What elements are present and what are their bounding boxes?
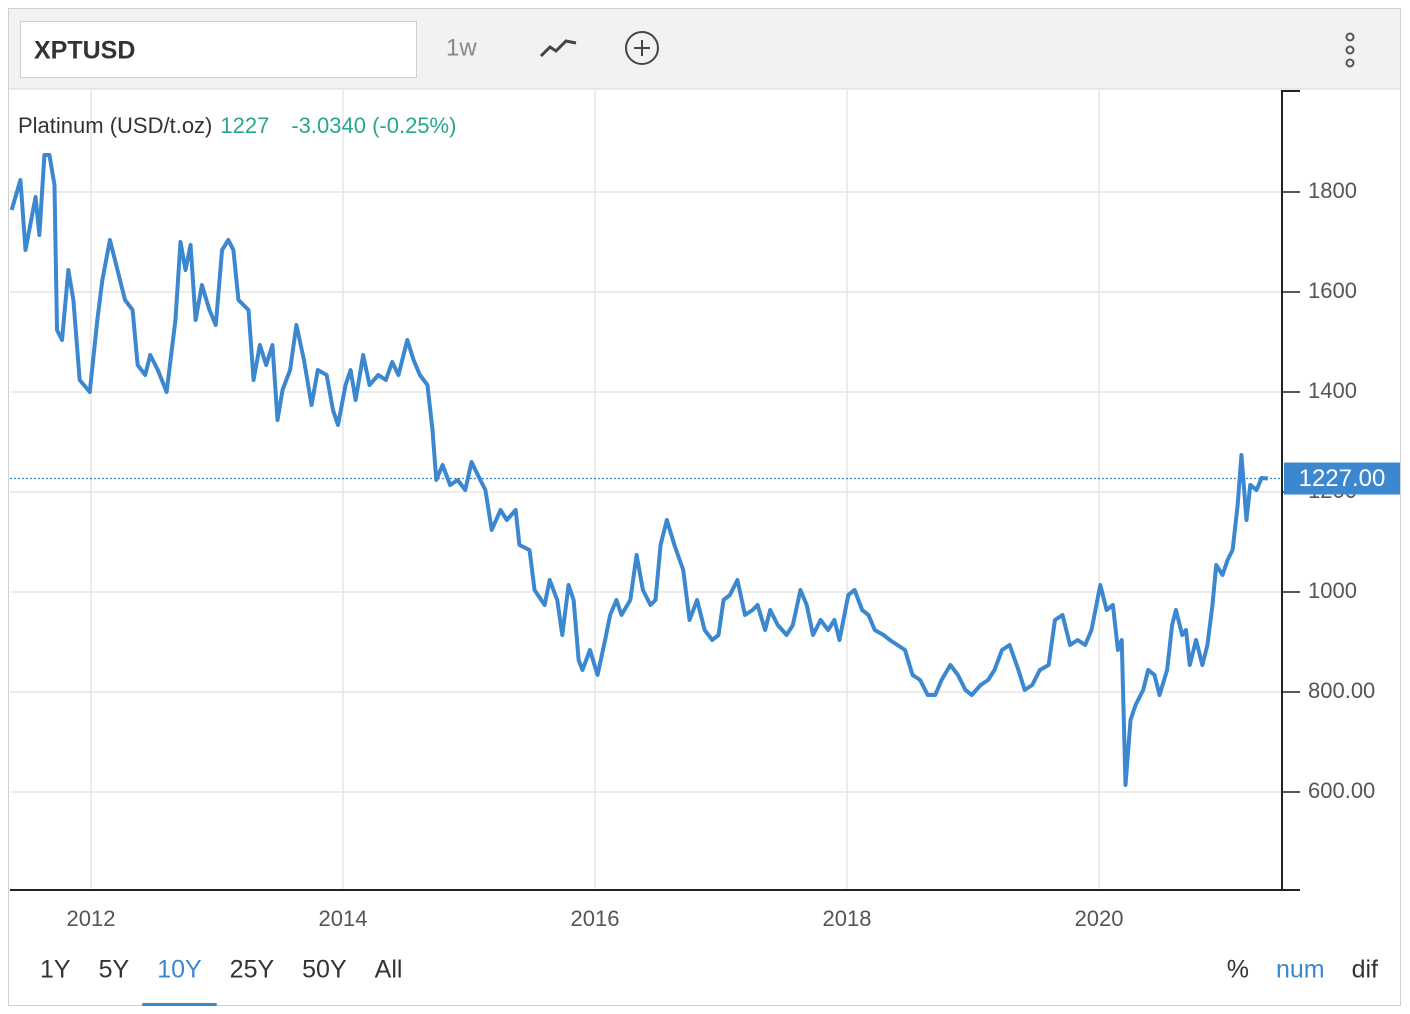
interval-button[interactable]: 1w bbox=[446, 34, 477, 61]
mode-button[interactable]: dif bbox=[1352, 956, 1378, 984]
menu-dot bbox=[1345, 45, 1355, 55]
range-button[interactable]: 10Y bbox=[157, 956, 202, 984]
x-tick-label: 2012 bbox=[67, 906, 116, 931]
range-active-underline bbox=[142, 1003, 217, 1006]
menu-dot bbox=[1345, 32, 1355, 42]
y-tick-label: 800.00 bbox=[1308, 678, 1375, 703]
price-change: -3.0340 (-0.25%) bbox=[291, 113, 456, 138]
x-tick-label: 2016 bbox=[571, 906, 620, 931]
last-price: 1227 bbox=[220, 113, 269, 138]
x-tick-label: 2018 bbox=[823, 906, 872, 931]
range-button[interactable]: 1Y bbox=[40, 956, 71, 984]
plot bbox=[9, 153, 1282, 787]
last-price-tag bbox=[1284, 462, 1400, 495]
chart-type-icon[interactable] bbox=[539, 39, 577, 58]
y-tick-label: 1000 bbox=[1308, 578, 1357, 603]
range-button[interactable]: 5Y bbox=[99, 956, 130, 984]
axes: 600.00800.001000120014001600180020122014… bbox=[10, 90, 1400, 931]
grid bbox=[10, 90, 1282, 890]
price-line bbox=[9, 153, 1269, 787]
add-indicator-icon[interactable] bbox=[625, 31, 659, 65]
symbol-text: XPTUSD bbox=[34, 37, 135, 65]
menu-dot bbox=[1345, 58, 1355, 68]
last-price-tag-label: 1227.00 bbox=[1299, 465, 1386, 492]
range-button[interactable]: 25Y bbox=[230, 956, 275, 984]
mode-button[interactable]: % bbox=[1227, 956, 1249, 984]
mode-button[interactable]: num bbox=[1276, 956, 1325, 984]
series-name: Platinum (USD/t.oz) bbox=[18, 113, 212, 138]
y-tick-label: 1400 bbox=[1308, 378, 1357, 403]
range-button[interactable]: All bbox=[375, 956, 403, 984]
range-button[interactable]: 50Y bbox=[302, 956, 347, 984]
footer: 1Y 5Y 10Y 25Y 50Y All dif num% bbox=[40, 956, 1378, 1006]
y-tick-label: 1800 bbox=[1308, 178, 1357, 203]
x-tick-label: 2020 bbox=[1075, 906, 1124, 931]
menu-icon[interactable] bbox=[1345, 32, 1355, 68]
y-tick-label: 600.00 bbox=[1308, 778, 1375, 803]
symbol-input[interactable] bbox=[20, 21, 417, 78]
widget-frame bbox=[8, 8, 1401, 1006]
y-tick-label: 1600 bbox=[1308, 278, 1357, 303]
x-tick-label: 2014 bbox=[319, 906, 368, 931]
